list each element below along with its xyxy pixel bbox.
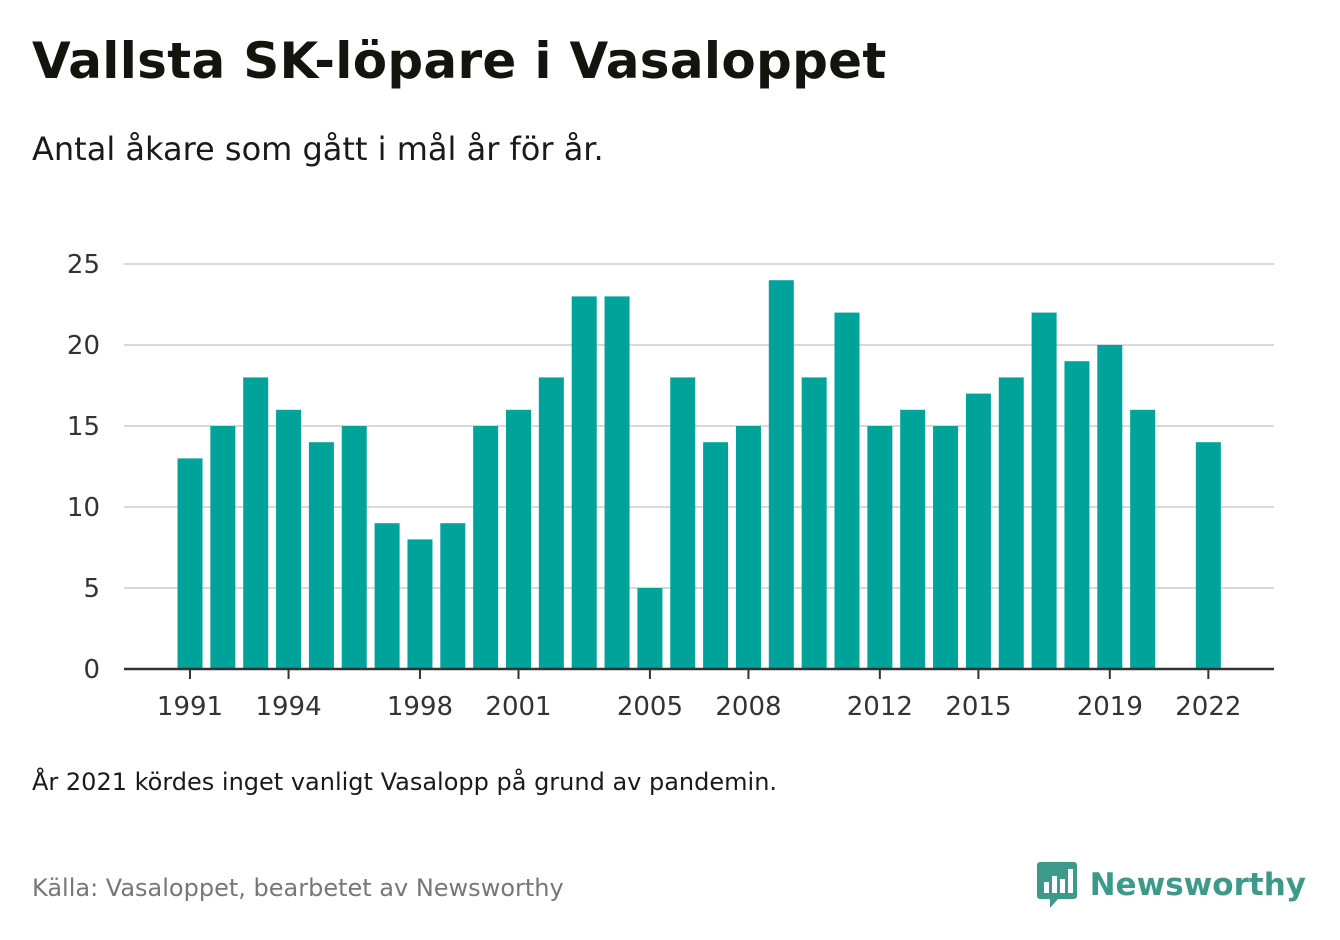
y-axis-ticks: 0 5 10 15 20 25 [67,250,100,685]
x-tick-label: 2001 [485,692,551,722]
y-tick-label: 10 [67,493,100,523]
bar-1993 [243,377,269,669]
x-tick-label: 2005 [617,692,683,722]
x-tick-label: 1998 [387,692,453,722]
bar-2011 [834,312,860,669]
bar-2020 [1130,409,1156,669]
x-tick-label: 2019 [1077,692,1143,722]
x-tick-label: 2012 [847,692,913,722]
bar-2013 [900,409,926,669]
source-credit: Källa: Vasaloppet, bearbetet av Newswort… [32,874,564,902]
bar-1991 [177,458,203,669]
bar-1994 [276,409,302,669]
bars [177,280,1221,669]
bar-2015 [965,393,991,669]
bar-2008 [735,426,761,669]
y-tick-label: 25 [67,250,100,280]
bar-2007 [703,442,729,669]
bar-1996 [341,426,367,669]
brand-block: Newsworthy [1036,860,1306,910]
bar-1998 [407,539,433,669]
bar-2016 [998,377,1024,669]
brand-name: Newsworthy [1089,867,1306,903]
bar-2022 [1195,442,1221,669]
bar-2012 [867,426,893,669]
bar-2018 [1064,361,1090,669]
bar-chart: 0 5 10 15 20 25 1991 1994 1998 2001 2005 2008 2012 2… [67,250,1274,722]
x-tick-label: 2015 [945,692,1011,722]
y-tick-label: 0 [83,655,100,685]
bar-2017 [1031,312,1057,669]
bar-2006 [670,377,696,669]
bar-1999 [440,523,466,669]
footnote: År 2021 kördes inget vanligt Vasalopp på… [32,768,778,796]
bar-2005 [637,588,663,669]
bar-2004 [604,296,630,669]
y-tick-label: 20 [67,331,100,361]
bar-2009 [768,280,794,669]
bar-2001 [506,409,531,669]
bar-1992 [210,426,236,669]
bar-2014 [933,426,959,669]
x-tick-label: 1991 [157,692,223,722]
y-tick-label: 5 [83,574,100,604]
x-axis-ticks: 1991 1994 1998 2001 2005 2008 2012 2015 2019 2022 [157,669,1241,722]
x-tick-label: 1994 [255,692,321,722]
newsworthy-logo-icon [1036,862,1077,908]
bar-2003 [571,296,597,669]
chart-subtitle: Antal åkare som gått i mål år för år. [32,130,604,168]
bar-1997 [374,523,400,669]
x-tick-label: 2008 [715,692,781,722]
chart-title: Vallsta SK-löpare i Vasaloppet [32,32,887,90]
bar-2010 [801,377,827,669]
x-tick-label: 2022 [1175,692,1241,722]
bar-1995 [308,442,334,669]
bar-2002 [538,377,564,669]
bar-2019 [1097,345,1123,669]
y-tick-label: 15 [67,412,100,442]
bar-2000 [473,426,499,669]
